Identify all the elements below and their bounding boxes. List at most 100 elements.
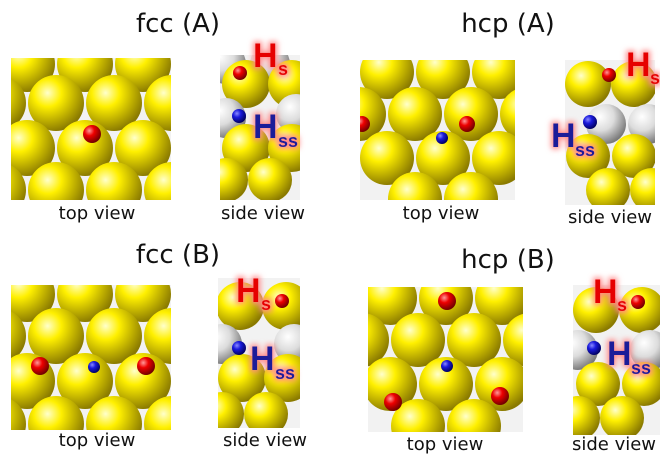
svg-text:ss: ss [275, 363, 295, 383]
metal-atom-icon [416, 131, 470, 185]
top-view-fcc-a [11, 58, 171, 200]
svg-text:H: H [607, 335, 632, 373]
metal-atom-icon [218, 282, 264, 330]
svg-text:ss: ss [575, 140, 595, 160]
metal-atom-icon [28, 396, 84, 430]
metal-atom-icon [86, 162, 142, 200]
metal-atom-icon [573, 287, 619, 333]
subsurface-hydrogen-icon [583, 115, 597, 129]
metal-atom-icon [86, 75, 142, 131]
label-h-ss: H ss [253, 108, 298, 151]
metal-atom-icon [144, 308, 171, 364]
metal-atom-icon [264, 354, 300, 402]
metal-atom-icon [419, 357, 473, 411]
metal-atom-icon [11, 311, 26, 361]
subsurface-hydrogen-icon [232, 341, 246, 355]
surface-hydrogen-icon [602, 68, 616, 82]
svg-text:H: H [253, 108, 278, 146]
top-view-caption: top view [407, 434, 484, 454]
metal-atom-icon [144, 162, 171, 200]
top-view-hcp-a [360, 60, 515, 200]
metal-atom-icon [447, 399, 501, 432]
metal-atom-icon [220, 158, 248, 200]
svg-text:H: H [593, 273, 618, 311]
metal-atom-icon [503, 313, 523, 367]
metal-atom-icon [600, 396, 644, 435]
svg-text:s: s [650, 68, 660, 88]
metal-atom-icon [586, 168, 630, 205]
metal-atom-icon [360, 60, 414, 99]
svg-text:H: H [551, 117, 576, 155]
subsurface-metal-atom-icon [586, 104, 626, 144]
surface-hydrogen-icon [233, 66, 247, 80]
metal-atom-icon [416, 60, 470, 99]
surface-hydrogen-icon [275, 294, 289, 308]
metal-atom-icon [388, 172, 442, 200]
metal-atom-icon [472, 60, 515, 99]
surface-hydrogen-icon [384, 393, 402, 411]
panel-title-hcp-a: hcp (A) [461, 9, 555, 39]
metal-atom-icon [86, 308, 142, 364]
metal-atom-icon [388, 87, 442, 141]
svg-text:H: H [236, 272, 261, 310]
metal-atom-icon [573, 396, 600, 435]
metal-atom-icon [619, 287, 660, 333]
side-view-hcp-b [573, 285, 660, 435]
metal-atom-icon [244, 392, 288, 428]
metal-atom-icon [444, 172, 498, 200]
subsurface-metal-atom-icon [274, 324, 300, 364]
subsurface-metal-atom-icon [276, 94, 300, 134]
surface-hydrogen-icon [31, 357, 49, 375]
label-h-s: H s [593, 273, 627, 315]
metal-atom-icon [144, 75, 171, 131]
subsurface-hydrogen-icon [88, 361, 100, 373]
metal-atom-icon [144, 396, 171, 430]
subsurface-metal-atom-icon [630, 330, 660, 370]
svg-text:ss: ss [631, 358, 651, 378]
metal-atom-icon [612, 134, 655, 178]
label-h-ss: H ss [551, 117, 595, 160]
metal-atom-icon [11, 399, 26, 430]
top-view-caption: top view [59, 203, 136, 224]
metal-atom-icon [28, 162, 84, 200]
side-view-caption: side view [223, 430, 307, 451]
label-h-s: H s [253, 37, 288, 79]
metal-atom-icon [472, 131, 515, 185]
metal-atom-icon [248, 158, 292, 200]
metal-atom-icon [368, 357, 417, 411]
top-view-hcp-b [368, 287, 523, 432]
metal-atom-icon [391, 313, 445, 367]
metal-atom-icon [630, 168, 655, 205]
subsurface-hydrogen-icon [441, 360, 453, 372]
surface-hydrogen-icon [459, 116, 475, 132]
top-view-caption: top view [403, 203, 480, 224]
subsurface-hydrogen-icon [587, 341, 601, 355]
subsurface-hydrogen-icon [232, 109, 246, 123]
metal-atom-icon [447, 313, 501, 367]
side-view-caption: side view [572, 434, 656, 454]
subsurface-metal-atom-icon [628, 104, 655, 144]
metal-atom-icon [475, 357, 523, 411]
svg-text:H: H [250, 340, 275, 378]
metal-atom-icon [565, 61, 611, 107]
panel-title-fcc-b: fcc (B) [136, 240, 220, 270]
surface-hydrogen-icon [360, 116, 370, 132]
metal-atom-icon [576, 362, 620, 406]
surface-hydrogen-icon [438, 292, 456, 310]
side-view-caption: side view [221, 203, 305, 224]
metal-atom-icon [611, 61, 655, 107]
surface-hydrogen-icon [137, 357, 155, 375]
surface-hydrogen-icon [491, 387, 509, 405]
surface-hydrogen-icon [83, 125, 101, 143]
metal-atom-icon [500, 89, 515, 139]
label-h-ss: H ss [607, 335, 651, 378]
metal-atom-icon [622, 362, 660, 406]
metal-atom-icon [28, 308, 84, 364]
label-h-s: H s [236, 272, 271, 314]
metal-atom-icon [368, 313, 389, 367]
metal-atom-icon [218, 392, 244, 428]
metal-atom-icon [28, 75, 84, 131]
label-h-ss: H ss [250, 340, 295, 383]
panel-title-hcp-b: hcp (B) [461, 245, 555, 275]
